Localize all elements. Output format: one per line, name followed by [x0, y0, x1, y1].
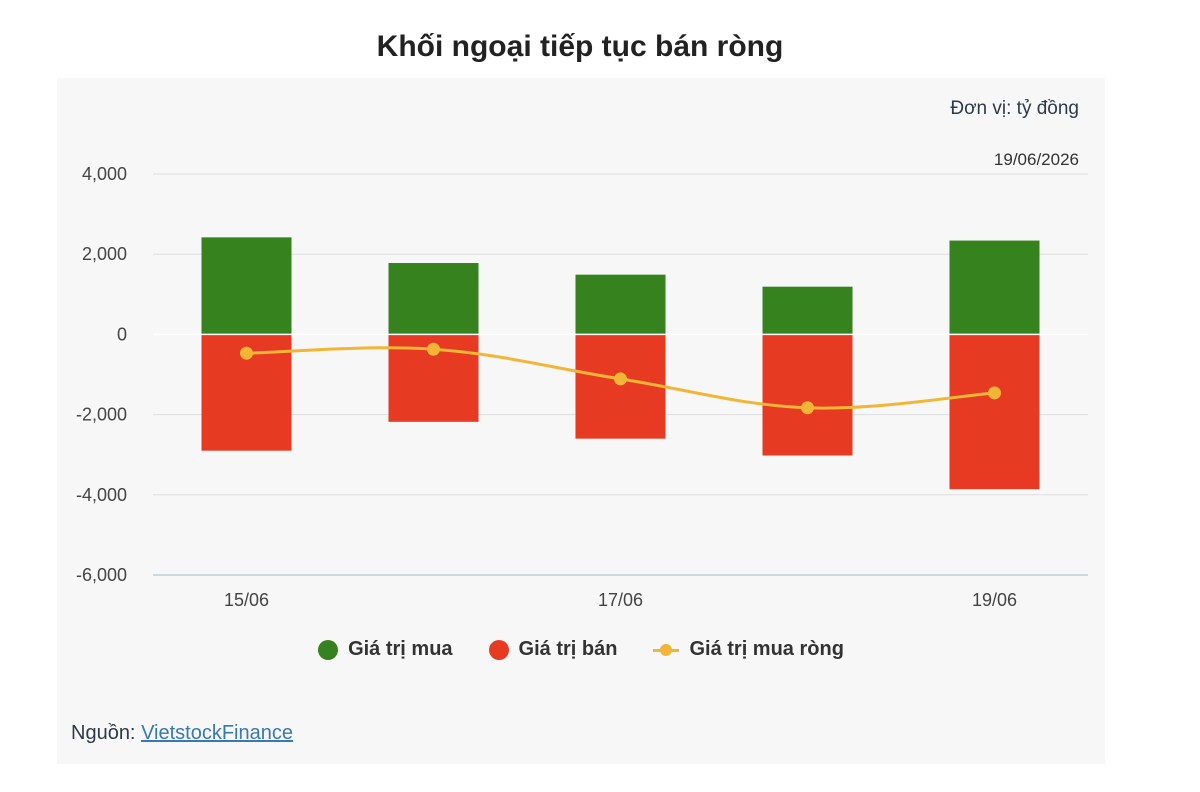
chart-legend: Giá trị mua Giá trị bán Giá trị mua ròng: [57, 638, 1105, 661]
net-point: [240, 346, 253, 360]
y-tick-label: 4,000: [82, 164, 127, 184]
unit-label: Đơn vị: tỷ đồng: [950, 98, 1079, 119]
bar-sell: [575, 334, 666, 439]
y-tick-label: -2,000: [76, 405, 127, 425]
source-label: Nguồn:: [71, 722, 142, 744]
bar-sell: [949, 334, 1040, 490]
x-tick-label: 17/06: [598, 590, 643, 610]
bar-buy: [201, 237, 292, 335]
source-credit: Nguồn: VietstockFinance: [71, 722, 293, 745]
source-link[interactable]: VietstockFinance: [141, 722, 293, 744]
net-point: [801, 401, 814, 415]
net-point: [988, 386, 1001, 400]
y-tick-label: 0: [117, 324, 127, 344]
bar-sell: [762, 334, 853, 456]
bar-buy: [575, 274, 666, 335]
y-tick-label: -4,000: [76, 485, 127, 505]
legend-buy-label: Giá trị mua: [348, 638, 453, 660]
legend-item-net[interactable]: Giá trị mua ròng: [653, 638, 844, 661]
legend-sell-label: Giá trị bán: [518, 638, 618, 660]
chart-title: Khối ngoại tiếp tục bán ròng: [376, 30, 784, 63]
date-label: 19/06/2026: [993, 150, 1079, 169]
net-point: [427, 342, 440, 356]
legend-sell-marker: [488, 639, 509, 660]
bar-buy: [949, 240, 1040, 335]
x-tick-label: 19/06: [972, 590, 1017, 610]
legend-net-label: Giá trị mua ròng: [689, 638, 844, 660]
legend-net-marker: [653, 640, 680, 660]
legend-item-sell[interactable]: Giá trị bán: [488, 638, 618, 661]
bar-buy: [388, 263, 479, 335]
bar-buy: [762, 286, 853, 335]
legend-item-buy[interactable]: Giá trị mua: [318, 638, 453, 661]
net-point: [614, 372, 627, 386]
x-tick-label: 15/06: [224, 590, 269, 610]
chart-panel: Đơn vị: tỷ đồng 19/06/2026 4,000 2,000 0 -2…: [57, 78, 1105, 764]
y-tick-label: 2,000: [82, 244, 127, 264]
legend-buy-marker: [318, 639, 339, 660]
y-tick-label: -6,000: [76, 565, 127, 585]
chart-plot: 4,000 2,000 0 -2,000 -4,000 -6,000 15/06 17/06 1…: [76, 164, 1088, 610]
